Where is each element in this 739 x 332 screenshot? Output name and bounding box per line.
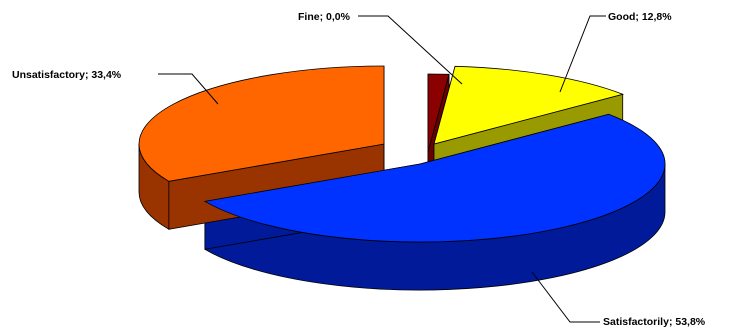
slice-tops	[138, 65, 666, 243]
leader-line-satisfactorily	[531, 271, 600, 323]
slice-labels: Fine; 0,0% Good; 12,8% Satisfactorily; 5…	[12, 11, 706, 328]
leader-lines	[158, 15, 606, 323]
slice-top-good	[433, 65, 625, 145]
leader-line-good	[559, 15, 606, 93]
slice-top-unsatisfactory	[138, 65, 385, 182]
slice-top-fine	[427, 73, 450, 153]
slice-label-satisfactorily: Satisfactorily; 53,8%	[603, 316, 706, 328]
leader-line-unsatisfactory	[158, 73, 219, 105]
slice-label-unsatisfactory: Unsatisfactory; 33,4%	[12, 69, 122, 81]
slice-label-good: Good; 12,8%	[608, 11, 672, 23]
slice-label-fine: Fine; 0,0%	[298, 11, 351, 23]
leader-line-fine	[358, 15, 463, 85]
slice-top-satisfactorily	[203, 113, 666, 243]
